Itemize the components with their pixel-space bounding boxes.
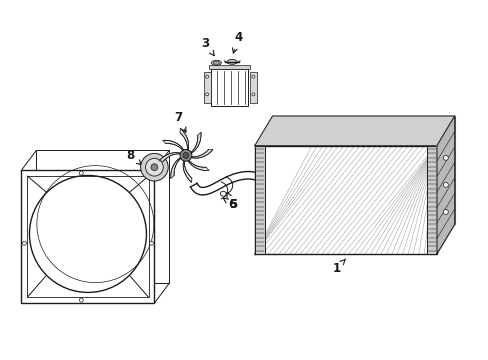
Circle shape: [251, 93, 254, 96]
Bar: [426, 145, 436, 254]
Polygon shape: [272, 116, 454, 224]
Bar: [208, 65, 249, 69]
Polygon shape: [436, 116, 454, 254]
Circle shape: [251, 75, 254, 78]
Ellipse shape: [213, 61, 219, 64]
Polygon shape: [254, 224, 454, 254]
Polygon shape: [159, 153, 180, 161]
Polygon shape: [191, 132, 201, 153]
Bar: [254, 145, 264, 254]
Ellipse shape: [211, 60, 221, 65]
Polygon shape: [183, 161, 191, 183]
Text: 5: 5: [226, 192, 237, 211]
Circle shape: [145, 158, 163, 176]
Circle shape: [443, 156, 447, 160]
Bar: [36, 150, 169, 283]
Ellipse shape: [227, 59, 237, 64]
Polygon shape: [191, 149, 212, 158]
Polygon shape: [180, 129, 188, 150]
Circle shape: [141, 153, 168, 181]
Circle shape: [443, 210, 447, 215]
Text: 3: 3: [201, 37, 214, 56]
Text: 4: 4: [232, 31, 242, 53]
Polygon shape: [254, 145, 436, 254]
Text: 2: 2: [111, 251, 132, 264]
Bar: [21, 170, 154, 303]
Circle shape: [205, 93, 208, 96]
Circle shape: [205, 75, 208, 78]
Circle shape: [79, 298, 83, 302]
Polygon shape: [163, 140, 183, 150]
Circle shape: [79, 171, 83, 175]
Bar: [203, 72, 210, 103]
Circle shape: [180, 149, 191, 161]
Text: 6: 6: [223, 198, 236, 211]
Circle shape: [151, 164, 158, 171]
Polygon shape: [170, 158, 181, 179]
Circle shape: [22, 241, 26, 245]
Bar: [27, 176, 148, 297]
Polygon shape: [254, 116, 454, 145]
Bar: [210, 69, 247, 106]
Circle shape: [149, 241, 153, 245]
Bar: [249, 72, 256, 103]
Text: 1: 1: [332, 259, 345, 275]
Circle shape: [183, 152, 188, 158]
Polygon shape: [188, 161, 208, 171]
Circle shape: [443, 183, 447, 188]
Text: 8: 8: [126, 149, 141, 165]
Text: 7: 7: [174, 111, 185, 132]
